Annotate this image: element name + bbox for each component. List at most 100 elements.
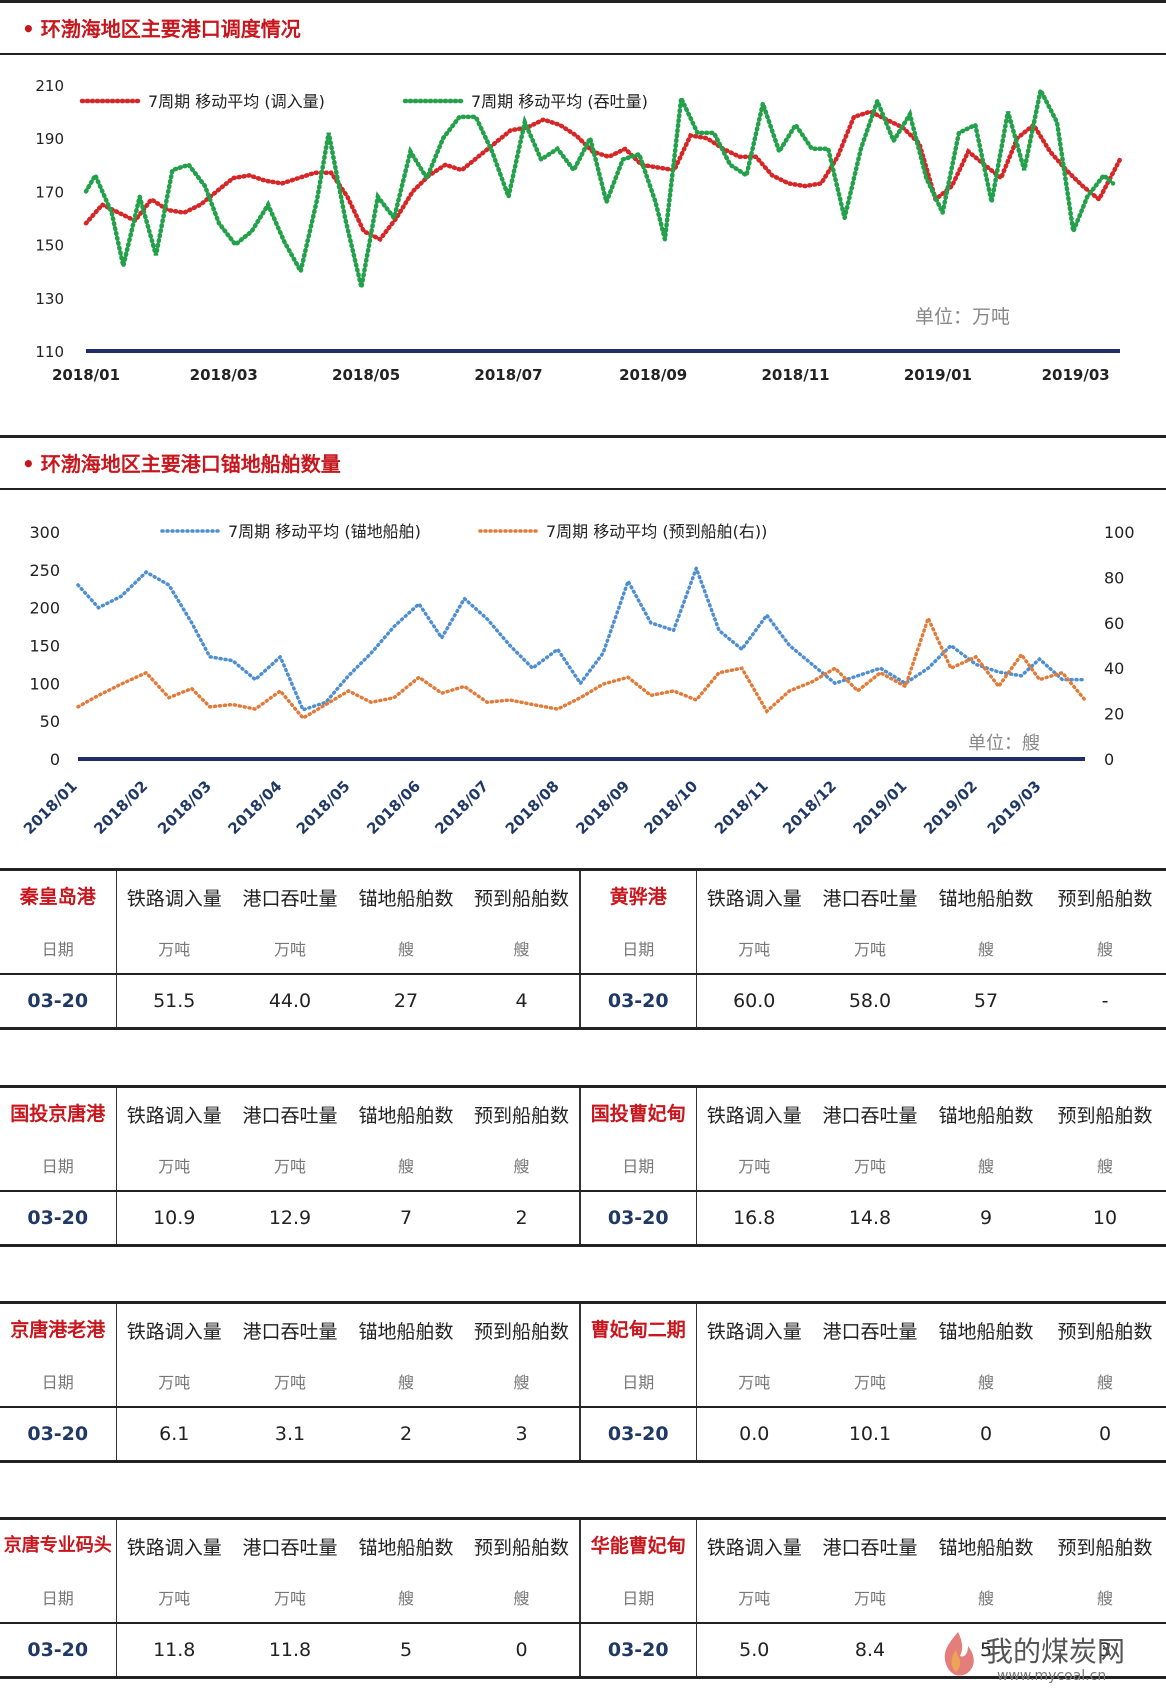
y-right-tick-label: 40 bbox=[1104, 659, 1124, 678]
value-cell: 0.0 bbox=[696, 1407, 812, 1463]
value-cell: 3 bbox=[1044, 1623, 1166, 1679]
y-left-tick-label: 150 bbox=[29, 637, 60, 656]
unit-cell: 万吨 bbox=[812, 1140, 928, 1192]
x-tick-label: 2018/09 bbox=[572, 777, 633, 838]
unit-cell: 万吨 bbox=[232, 1356, 348, 1408]
date-cell: 03-20 bbox=[0, 1623, 117, 1679]
value-cell: 10 bbox=[1044, 1191, 1166, 1247]
y-tick-label: 150 bbox=[35, 237, 64, 255]
x-tick-label: 2018/07 bbox=[431, 777, 492, 838]
date-cell: 03-20 bbox=[579, 1623, 697, 1679]
date-cell: 03-20 bbox=[0, 974, 117, 1030]
unit-cell: 艘 bbox=[1044, 1140, 1166, 1192]
date-label: 日期 bbox=[0, 923, 117, 975]
date-label: 日期 bbox=[579, 923, 697, 975]
column-header: 港口吞吐量 bbox=[812, 868, 928, 923]
unit-label: 单位：万吨 bbox=[915, 306, 1010, 328]
value-cell: 4 bbox=[464, 974, 580, 1030]
unit-cell: 万吨 bbox=[232, 923, 348, 975]
value-cell: 51.5 bbox=[116, 974, 232, 1030]
unit-cell: 艘 bbox=[348, 1140, 464, 1192]
column-header: 铁路调入量 bbox=[696, 1301, 812, 1356]
value-cell: 2 bbox=[464, 1191, 580, 1247]
x-tick-label: 2019/01 bbox=[850, 777, 911, 838]
y-tick-label: 170 bbox=[35, 183, 64, 201]
date-label: 日期 bbox=[0, 1572, 117, 1624]
column-header: 锚地船舶数 bbox=[928, 868, 1044, 923]
value-cell: 0 bbox=[464, 1623, 580, 1679]
unit-cell: 万吨 bbox=[812, 1356, 928, 1408]
x-tick-label: 2018/09 bbox=[619, 366, 687, 384]
value-cell: 27 bbox=[348, 974, 464, 1030]
unit-cell: 艘 bbox=[1044, 1356, 1166, 1408]
column-header: 铁路调入量 bbox=[696, 868, 812, 923]
value-cell: 12.9 bbox=[232, 1191, 348, 1247]
column-header: 港口吞吐量 bbox=[232, 868, 348, 923]
column-header: 锚地船舶数 bbox=[928, 1301, 1044, 1356]
value-cell: 10.9 bbox=[116, 1191, 232, 1247]
value-cell: 8.4 bbox=[812, 1623, 928, 1679]
y-tick-label: 130 bbox=[35, 290, 64, 308]
port-table: 国投京唐港 铁路调入量 港口吞吐量 锚地船舶数 预到船舶数 国投曹妃甸 铁路调入量 港口吞吐量… bbox=[0, 1085, 1166, 1247]
column-header: 港口吞吐量 bbox=[232, 1301, 348, 1356]
column-header: 锚地船舶数 bbox=[348, 868, 464, 923]
value-cell: 2 bbox=[348, 1407, 464, 1463]
unit-cell: 万吨 bbox=[116, 923, 232, 975]
series-line-0 bbox=[83, 109, 1123, 243]
chart1-title: • 环渤海地区主要港口调度情况 bbox=[22, 17, 301, 41]
column-header: 港口吞吐量 bbox=[232, 1517, 348, 1572]
column-header: 预到船舶数 bbox=[1044, 1301, 1166, 1356]
unit-label: 单位：艘 bbox=[968, 733, 1040, 754]
y-left-tick-label: 100 bbox=[29, 674, 60, 693]
x-tick-label: 2019/03 bbox=[984, 777, 1045, 838]
mycoal-watermark: 我的煤炭网 www.mycoal.cn bbox=[925, 1628, 1165, 1688]
column-header: 铁路调入量 bbox=[696, 1517, 812, 1572]
date-label: 日期 bbox=[579, 1140, 697, 1192]
column-header: 铁路调入量 bbox=[116, 868, 232, 923]
port-name: 国投京唐港 bbox=[0, 1085, 117, 1140]
unit-cell: 艘 bbox=[464, 923, 580, 975]
x-tick-label: 2018/06 bbox=[363, 777, 424, 838]
value-cell: 3 bbox=[464, 1407, 580, 1463]
x-tick-label: 2018/10 bbox=[641, 777, 702, 838]
legend-label: 7周期 移动平均 (预到船舶(右)) bbox=[546, 522, 767, 541]
series-line-1 bbox=[76, 613, 1087, 721]
column-header: 锚地船舶数 bbox=[928, 1085, 1044, 1140]
y-left-tick-label: 250 bbox=[29, 561, 60, 580]
date-label: 日期 bbox=[579, 1572, 697, 1624]
chart2-header: • 环渤海地区主要港口锚地船舶数量 bbox=[0, 435, 1166, 490]
y-left-tick-label: 200 bbox=[29, 599, 60, 618]
column-header: 铁路调入量 bbox=[116, 1301, 232, 1356]
unit-cell: 万吨 bbox=[696, 923, 812, 975]
unit-cell: 万吨 bbox=[696, 1572, 812, 1624]
unit-cell: 艘 bbox=[1044, 923, 1166, 975]
value-cell: 5 bbox=[348, 1623, 464, 1679]
unit-cell: 艘 bbox=[464, 1140, 580, 1192]
x-tick-label: 2019/03 bbox=[1042, 366, 1110, 384]
unit-cell: 艘 bbox=[928, 1140, 1044, 1192]
date-cell: 03-20 bbox=[0, 1191, 117, 1247]
date-cell: 03-20 bbox=[579, 974, 697, 1030]
chart1-header: • 环渤海地区主要港口调度情况 bbox=[0, 0, 1166, 55]
flame-logo-icon bbox=[944, 1632, 974, 1676]
unit-cell: 万吨 bbox=[116, 1356, 232, 1408]
column-header: 预到船舶数 bbox=[464, 1301, 580, 1356]
column-header: 铁路调入量 bbox=[116, 1085, 232, 1140]
value-cell: 58.0 bbox=[812, 974, 928, 1030]
column-header: 港口吞吐量 bbox=[812, 1301, 928, 1356]
watermark-name: 我的煤炭网 bbox=[985, 1635, 1126, 1668]
y-right-tick-label: 80 bbox=[1104, 568, 1124, 587]
unit-cell: 万吨 bbox=[116, 1140, 232, 1192]
port-name: 秦皇岛港 bbox=[0, 868, 117, 923]
x-tick-label: 2018/01 bbox=[52, 366, 120, 384]
unit-cell: 艘 bbox=[928, 1572, 1044, 1624]
port-table: 秦皇岛港 铁路调入量 港口吞吐量 锚地船舶数 预到船舶数 黄骅港 铁路调入量 港口吞吐量 锚地船… bbox=[0, 868, 1166, 1030]
date-label: 日期 bbox=[0, 1140, 117, 1192]
x-tick-label: 2018/05 bbox=[293, 777, 354, 838]
column-header: 铁路调入量 bbox=[116, 1517, 232, 1572]
unit-cell: 万吨 bbox=[812, 923, 928, 975]
series-line-0 bbox=[76, 563, 1087, 712]
y-right-tick-label: 100 bbox=[1104, 523, 1135, 542]
value-cell: 44.0 bbox=[232, 974, 348, 1030]
column-header: 预到船舶数 bbox=[464, 1517, 580, 1572]
